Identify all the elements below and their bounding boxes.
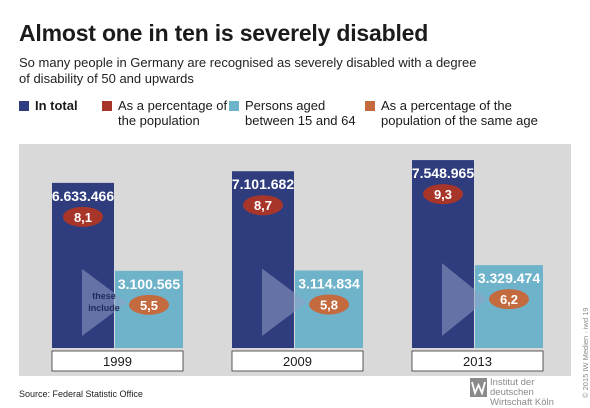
year-box-2013 bbox=[411, 350, 544, 372]
year-box-1999 bbox=[51, 350, 184, 372]
ellipse-pct-same-age-2013 bbox=[489, 289, 529, 310]
include-arrow-2009 bbox=[262, 268, 307, 336]
source-note: Source: Federal Statistic Office bbox=[19, 389, 143, 399]
ellipse-pct-same-age-2009 bbox=[309, 294, 349, 315]
chart-subtitle: So many people in Germany are recognised… bbox=[19, 55, 477, 86]
ellipse-pct-same-age-1999 bbox=[129, 294, 169, 315]
label-persons-2013: 3.329.474 bbox=[478, 270, 540, 286]
label-total-2009: 7.101.682 bbox=[232, 176, 294, 192]
copyright-note: © 2015 IW Medien · iwd 19 bbox=[581, 307, 590, 398]
ellipse-pct-2009 bbox=[243, 195, 283, 216]
label-pct-same-age-1999: 5,5 bbox=[140, 298, 158, 313]
legend-swatch-in-total bbox=[19, 101, 29, 111]
ellipse-pct-2013 bbox=[423, 184, 463, 205]
include-arrow-2013 bbox=[442, 263, 487, 336]
iw-logo-icon bbox=[470, 378, 487, 397]
legend-swatch-pct-same-age bbox=[365, 101, 375, 111]
category-label-1999: 1999 bbox=[103, 354, 132, 369]
annotation-these-include-0: these bbox=[92, 291, 116, 301]
year-box-2009 bbox=[231, 350, 364, 372]
label-total-2013: 7.548.965 bbox=[412, 165, 474, 181]
legend-label-in-total: In total bbox=[35, 98, 78, 113]
label-total-1999: 6.633.466 bbox=[52, 188, 114, 204]
label-pct-2009: 8,7 bbox=[254, 198, 272, 213]
category-label-2009: 2009 bbox=[283, 354, 312, 369]
iw-logo-line1: Institut der deutschen bbox=[490, 377, 535, 398]
label-pct-1999: 8,1 bbox=[74, 210, 92, 225]
chart-title: Almost one in ten is severely disabled bbox=[19, 20, 429, 46]
legend: In total As a percentage of the populati… bbox=[19, 98, 559, 132]
legend-swatch-persons-15-64 bbox=[229, 101, 239, 111]
iw-logo: Institut der deutschen Wirtschaft Köln bbox=[470, 377, 580, 408]
bar-chart: 6.633.466 8,1 3.100.565 5,5 these include 1999… bbox=[51, 160, 544, 372]
legend-label-pct-population: As a percentage of the population bbox=[118, 98, 228, 128]
annotation-these-include-1: include bbox=[88, 303, 120, 313]
legend-label-persons-15-64: Persons aged between 15 and 64 bbox=[245, 98, 356, 128]
ellipse-pct-1999 bbox=[63, 206, 103, 227]
legend-label-pct-same-age: As a percentage of the population of the… bbox=[381, 98, 538, 128]
label-pct-2013: 9,3 bbox=[434, 187, 452, 202]
include-arrow-1999 bbox=[82, 268, 127, 336]
label-pct-same-age-2013: 6,2 bbox=[500, 292, 518, 307]
legend-swatch-pct-population bbox=[102, 101, 112, 111]
label-pct-same-age-2009: 5,8 bbox=[320, 297, 338, 312]
iw-logo-text: Institut der deutschen Wirtschaft Köln bbox=[490, 378, 580, 408]
label-persons-2009: 3.114.834 bbox=[298, 275, 360, 291]
label-persons-1999: 3.100.565 bbox=[118, 276, 180, 292]
chart-area: 6.633.466 8,1 3.100.565 5,5 these include 1999… bbox=[19, 144, 571, 376]
category-label-2013: 2013 bbox=[463, 354, 492, 369]
